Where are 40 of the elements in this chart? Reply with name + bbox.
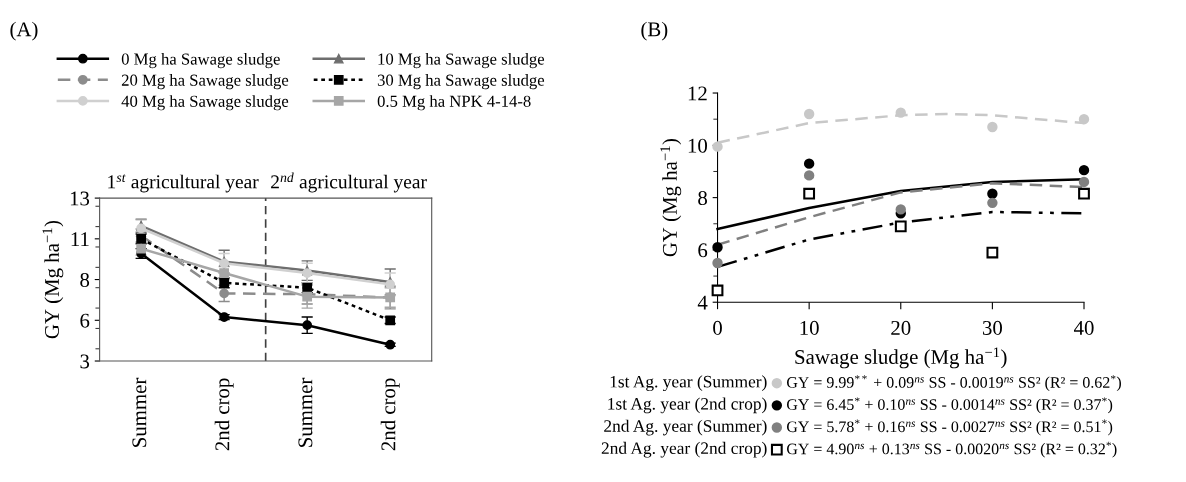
legend-label: 0 Mg ha Sawage sludge bbox=[121, 52, 280, 69]
legend-label: 1st Ag. year (2nd crop) bbox=[608, 397, 767, 414]
y-tick-label: 11 bbox=[71, 232, 89, 247]
text: 1$^{st}$ agricultural year bbox=[108, 174, 259, 193]
text: GY = 4.90$^{ns}$ + 0.13$^{ns}$ SS - 0.0020$^{ns}$ SS² (R² = 0.32$^{*}$) bbox=[786, 441, 1117, 458]
text: GY = 6.45$^{*}$ + 0.10$^{ns}$ SS - 0.0014$^{ns}$ SS² (R² = 0.37$^{*}$) bbox=[786, 397, 1113, 414]
legend-label: 2nd Ag. year (Summer) bbox=[604, 419, 767, 436]
y-axis-title: GY (Mg ha$^{−1}$) bbox=[660, 138, 682, 257]
x-tick-label: 30 bbox=[982, 320, 1003, 335]
text: 2$^{nd}$ agricultural year bbox=[271, 172, 427, 193]
legend-label: 1st Ag. year (Summer) bbox=[610, 375, 767, 392]
chart-title: (A) bbox=[10, 21, 38, 41]
x-tick-label: 40 bbox=[1073, 320, 1094, 335]
y-tick-label: 13 bbox=[70, 191, 90, 206]
x-axis-title: Sawage sludge (Mg ha$^{−1}$) bbox=[795, 347, 1007, 369]
y-tick-label: 10 bbox=[688, 138, 708, 153]
legend-label: 10 Mg ha Sawage sludge bbox=[378, 52, 545, 69]
chart-title: (B) bbox=[641, 21, 668, 41]
text: GY = 5.78$^{*}$ + 0.16$^{ns}$ SS - 0.0027$^{ns}$ SS² (R² = 0.51$^{*}$) bbox=[786, 419, 1113, 436]
y-tick-label: 8 bbox=[698, 190, 708, 206]
y-tick-label: 6 bbox=[80, 313, 90, 328]
legend-label: 30 Mg ha Sawage sludge bbox=[377, 74, 545, 90]
legend-label: 2nd Ag. year (2nd crop) bbox=[601, 441, 767, 458]
legend-label: 40 Mg ha Sawage sludge bbox=[121, 95, 289, 111]
x-tick-label: 2nd crop bbox=[380, 378, 400, 451]
legend-label: 20 Mg ha Sawage sludge bbox=[121, 74, 289, 90]
legend-label: 0.5 Mg ha NPK 4-14-8 bbox=[377, 95, 531, 111]
y-tick-label: 6 bbox=[698, 243, 708, 258]
y-tick-label: 3 bbox=[80, 354, 90, 369]
y-tick-label: 4 bbox=[697, 295, 708, 310]
text: GY = 9.99$^{**}$ + 0.09$^{ns}$ SS - 0.0019$^{ns}$ SS² (R² = 0.62$^{*}$) bbox=[786, 375, 1121, 392]
x-tick-label: 20 bbox=[891, 320, 911, 335]
y-tick-label: 8 bbox=[80, 272, 90, 287]
x-tick-label: Summer bbox=[298, 377, 313, 447]
x-tick-label: 10 bbox=[800, 320, 819, 335]
y-tick-label: 12 bbox=[688, 86, 707, 101]
y-axis-title: GY (Mg ha$^{−1}$) bbox=[42, 220, 64, 339]
x-tick-label: 0 bbox=[713, 320, 722, 335]
x-tick-label: 2nd crop bbox=[214, 378, 234, 451]
x-tick-label: Summer bbox=[132, 377, 147, 447]
